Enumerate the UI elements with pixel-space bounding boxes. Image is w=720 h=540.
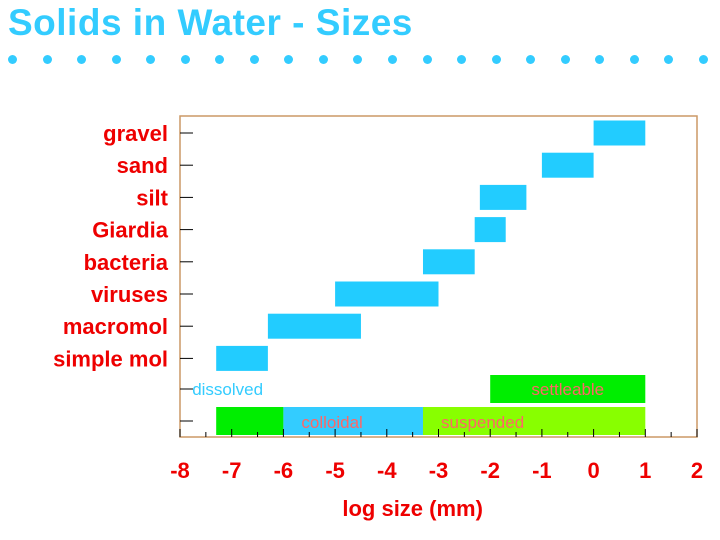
class-bar [490,375,646,403]
class-bar [216,407,284,435]
range-bar [479,184,527,210]
x-tick-label: -4 [377,458,397,483]
class-bar [422,407,646,435]
x-tick-label: -3 [429,458,449,483]
category-label: viruses [91,282,168,307]
category-label: silt [136,185,168,210]
range-bar [593,120,646,146]
category-label: bacteria [84,250,169,275]
slide-title: Solids in Water - Sizes [8,2,413,43]
class-label: dissolved [192,380,263,399]
class-bar [283,407,423,435]
dotted-divider [8,53,708,65]
range-bar [267,313,361,339]
category-label: macromol [63,314,168,339]
x-tick-label: -6 [274,458,294,483]
range-bar [216,345,268,371]
x-tick-label: -1 [532,458,552,483]
class-label: settleable [531,380,604,399]
class-label: suspended [441,413,524,432]
category-label: simple mol [53,346,168,371]
range-bar [335,281,439,307]
category-label: Giardia [92,218,169,243]
x-tick-label: 1 [639,458,651,483]
x-tick-label: -2 [480,458,500,483]
category-label: gravel [103,121,168,146]
range-bar [541,152,594,178]
class-label: colloidal [301,413,362,432]
x-axis-label: log size (mm) [342,496,483,521]
range-bar [422,249,475,275]
x-tick-label: 0 [587,458,599,483]
x-tick-label: 2 [691,458,703,483]
range-bar [474,217,506,243]
category-label: sand [117,153,168,178]
x-tick-label: -7 [222,458,242,483]
x-tick-label: -5 [325,458,345,483]
x-tick-label: -8 [170,458,190,483]
